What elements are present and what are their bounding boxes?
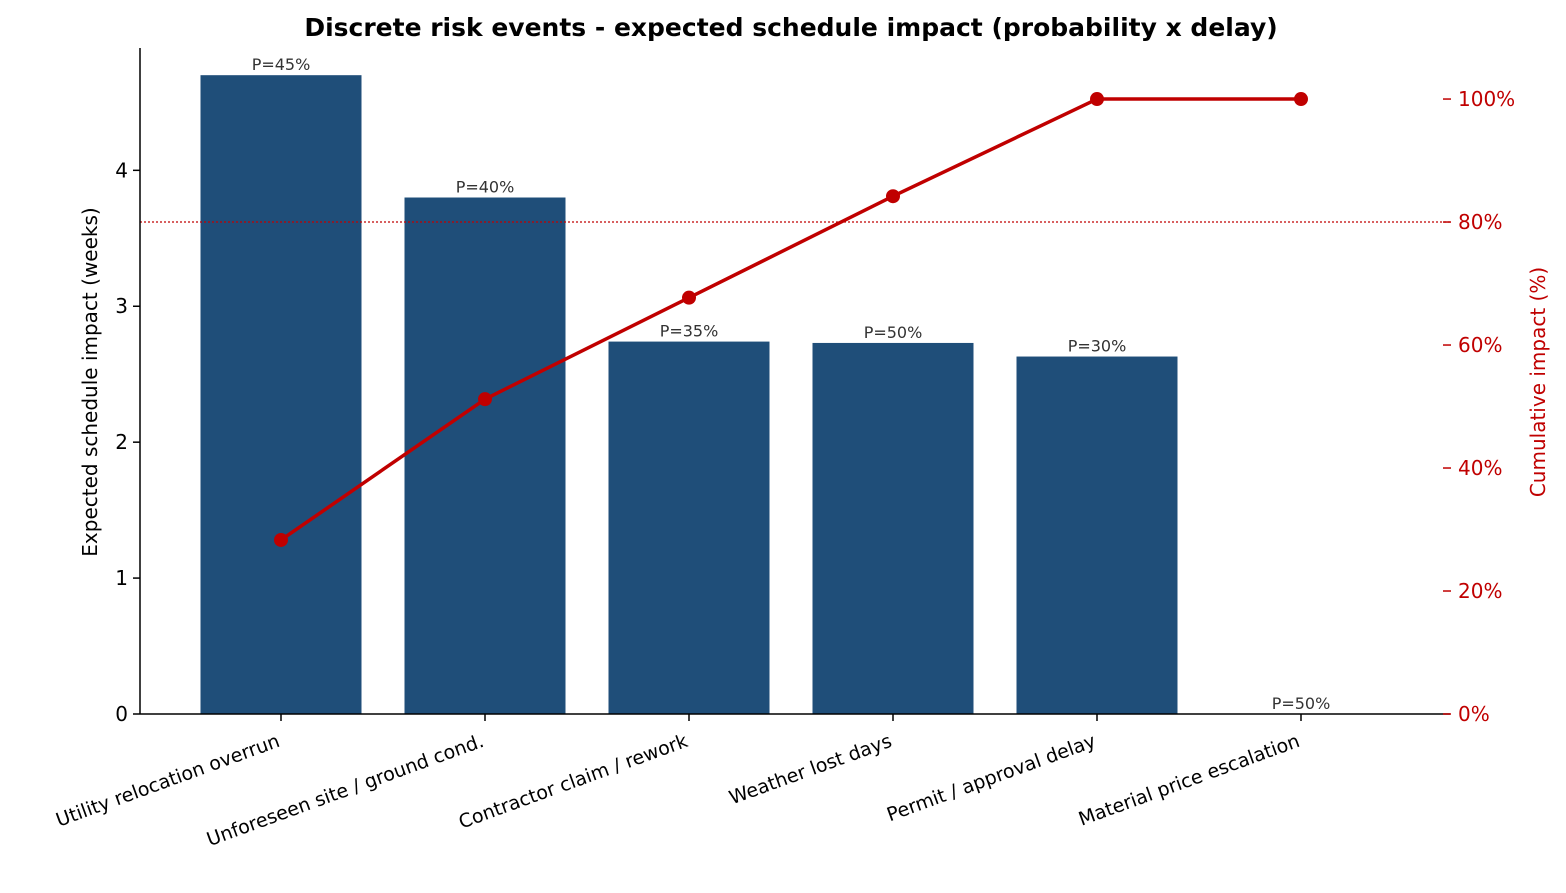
- cumulative-point: [886, 189, 900, 204]
- axes-layer: [133, 48, 1451, 721]
- y-tick-label: 1: [115, 566, 128, 590]
- bar-value-label: P=50%: [864, 323, 923, 342]
- y-tick-label: 3: [115, 294, 128, 318]
- x-tick-label: Contractor claim / rework: [456, 730, 691, 833]
- bar: [200, 75, 362, 715]
- bar-value-label: P=45%: [252, 55, 311, 74]
- bar-value-label: P=50%: [1272, 694, 1331, 713]
- bar-value-label: P=30%: [1068, 337, 1127, 356]
- bars-layer: [200, 75, 1178, 715]
- cumulative-point: [1090, 92, 1104, 107]
- bar: [404, 197, 566, 715]
- y-tick-label: 0: [115, 702, 128, 726]
- cumulative-line: [280, 97, 1301, 542]
- x-tick-label: Permit / approval delay: [884, 730, 1099, 826]
- y2-axis-label: Cumulative impact (%): [1526, 267, 1550, 497]
- y2-tick-label: 60%: [1458, 333, 1502, 357]
- y2-tick-label: 20%: [1458, 579, 1502, 603]
- bar: [1016, 356, 1178, 714]
- x-tick-label: Weather lost days: [726, 730, 894, 809]
- y2-tick-label: 80%: [1458, 210, 1502, 234]
- bar-value-label: P=40%: [456, 178, 515, 197]
- x-tick-label: Material price escalation: [1076, 730, 1303, 831]
- chart-title: Discrete risk events - expected schedule…: [304, 13, 1277, 42]
- cumulative-line-layer: [274, 92, 1308, 547]
- y2-tick-label: 40%: [1458, 456, 1502, 480]
- y-axis-label: Expected schedule impact (weeks): [78, 207, 102, 556]
- cumulative-point: [682, 290, 696, 305]
- bar: [608, 341, 770, 714]
- y2-tick-label: 100%: [1458, 87, 1515, 111]
- bar: [812, 342, 974, 714]
- y-tick-label: 2: [115, 430, 128, 454]
- cumulative-point: [1294, 92, 1308, 107]
- y-tick-label: 4: [115, 158, 128, 182]
- bar-value-label: P=35%: [660, 322, 719, 341]
- cumulative-point: [478, 392, 492, 407]
- y2-tick-label: 0%: [1458, 702, 1490, 726]
- cumulative-point: [274, 532, 288, 547]
